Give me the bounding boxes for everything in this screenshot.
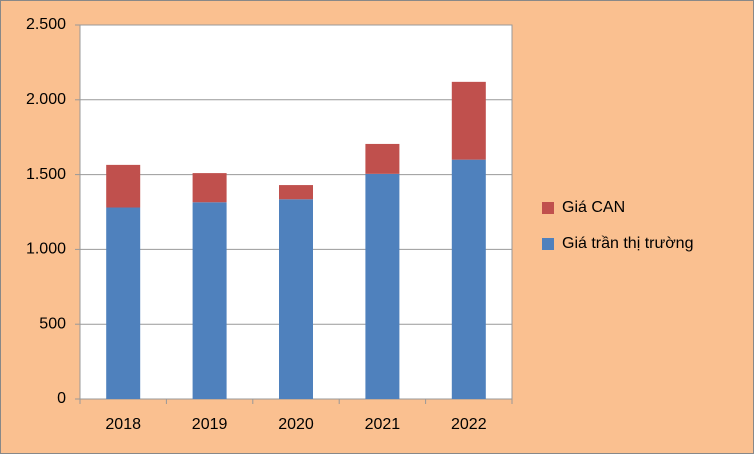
y-tick-label: 500 xyxy=(39,315,66,332)
y-tick-label: 1.000 xyxy=(26,241,66,258)
x-tick-label: 2021 xyxy=(365,416,401,433)
bar-segment xyxy=(279,185,313,200)
bar-segment xyxy=(192,202,227,399)
bar-segment xyxy=(365,173,400,399)
legend-swatch xyxy=(542,202,554,214)
legend-label: Giá trần thị trường xyxy=(562,235,693,252)
y-tick-label: 2.000 xyxy=(26,91,66,108)
bar-segment xyxy=(106,207,141,399)
y-tick-label: 0 xyxy=(57,390,66,407)
bar-segment xyxy=(192,173,227,203)
x-tick-label: 2022 xyxy=(451,416,487,433)
x-tick-label: 2020 xyxy=(278,416,314,433)
x-tick-label: 2019 xyxy=(192,416,228,433)
legend-label: Giá CAN xyxy=(562,199,625,216)
bar-segment xyxy=(451,81,486,160)
legend-swatch xyxy=(542,238,554,250)
bar-segment xyxy=(451,159,486,399)
x-tick-label: 2018 xyxy=(105,416,141,433)
bar-segment xyxy=(106,164,141,208)
bar-segment xyxy=(365,143,400,174)
y-tick-label: 1.500 xyxy=(26,166,66,183)
bar-segment xyxy=(279,199,313,399)
y-tick-label: 2.500 xyxy=(26,16,66,33)
